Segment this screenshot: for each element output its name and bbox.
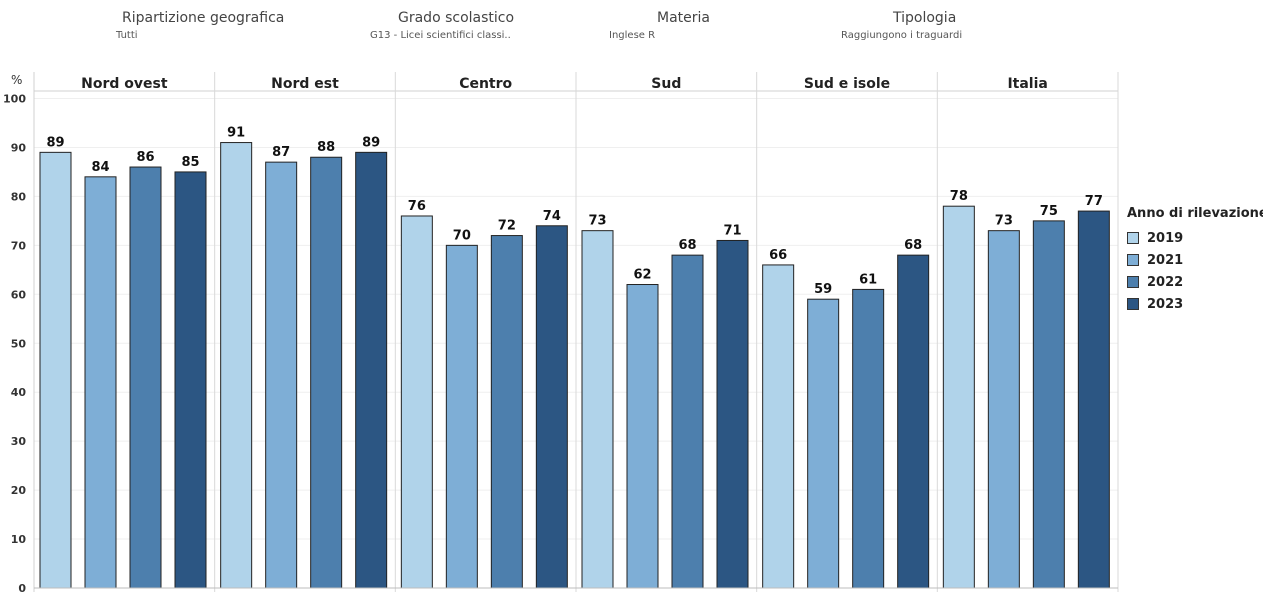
y-tick-label: 40	[11, 386, 27, 399]
bar[interactable]	[807, 298, 840, 589]
category-header: Nord ovest	[81, 76, 168, 92]
bar[interactable]	[265, 161, 298, 589]
data-label: 61	[859, 272, 877, 287]
data-label: 86	[136, 150, 154, 165]
bar[interactable]	[445, 244, 478, 589]
data-label: 73	[995, 214, 1013, 229]
y-axis-label: %	[11, 73, 22, 87]
category-header: Sud e isole	[804, 76, 890, 92]
bar[interactable]	[762, 264, 795, 589]
data-label: 62	[633, 268, 651, 283]
data-label: 75	[1040, 204, 1058, 219]
y-tick-label: 70	[11, 239, 27, 252]
bar[interactable]	[626, 284, 659, 589]
legend-label: 2021	[1147, 252, 1184, 268]
filter-title: Ripartizione geografica	[122, 10, 285, 26]
legend-swatch	[1127, 298, 1139, 310]
bar[interactable]	[400, 215, 433, 589]
legend-item[interactable]: 2022	[1127, 271, 1263, 293]
data-label: 85	[181, 155, 199, 170]
filter-value: Inglese R	[609, 30, 656, 41]
data-label: 78	[950, 189, 968, 204]
bar[interactable]	[535, 225, 568, 589]
filter-value: G13 - Licei scientifici classi..	[370, 30, 511, 41]
legend-label: 2022	[1147, 274, 1184, 290]
data-label: 72	[498, 219, 516, 234]
filter-title: Materia	[657, 10, 710, 26]
y-tick-label: 80	[11, 190, 27, 203]
data-label: 89	[46, 135, 64, 150]
bar[interactable]	[355, 151, 388, 589]
y-tick-label: 90	[11, 141, 27, 154]
bar[interactable]	[942, 205, 975, 589]
bar[interactable]	[220, 142, 253, 589]
y-tick-label: 30	[11, 435, 27, 448]
y-tick-label: 0	[18, 582, 26, 593]
data-label: 91	[227, 126, 245, 141]
data-label: 70	[453, 228, 471, 243]
y-tick-label: 50	[11, 337, 27, 350]
data-label: 74	[543, 209, 561, 224]
data-label: 66	[769, 248, 787, 263]
y-tick-label: 20	[11, 484, 27, 497]
bar[interactable]	[852, 288, 885, 589]
data-label: 87	[272, 145, 290, 160]
data-label: 84	[91, 160, 109, 175]
filter-title: Grado scolastico	[398, 10, 515, 26]
legend-item[interactable]: 2023	[1127, 293, 1263, 315]
data-label: 59	[814, 282, 832, 297]
legend-item[interactable]: 2021	[1127, 249, 1263, 271]
data-label: 77	[1085, 194, 1103, 209]
bar-chart: % 0 10 20 30 40 50 60 70 80 90 100 Nord ovest 89 84 86 8…	[3, 72, 1119, 593]
data-label: 68	[904, 238, 922, 253]
bar[interactable]	[39, 151, 72, 589]
category-header: Nord est	[271, 76, 339, 92]
bar[interactable]	[129, 166, 162, 589]
legend: Anno di rilevazione 2019 2021 2022 2023	[1127, 206, 1263, 315]
category-header: Italia	[1007, 76, 1047, 92]
filter-materia[interactable]: Materia Inglese R	[609, 10, 710, 41]
filter-value: Raggiungono i traguardi	[841, 30, 963, 41]
legend-swatch	[1127, 254, 1139, 266]
bar[interactable]	[581, 230, 614, 589]
filter-ripartizione[interactable]: Ripartizione geografica Tutti	[116, 10, 285, 41]
y-tick-label: 100	[3, 93, 26, 106]
data-label: 73	[588, 214, 606, 229]
y-tick-label: 60	[11, 288, 27, 301]
legend-label: 2019	[1147, 230, 1184, 246]
legend-item[interactable]: 2019	[1127, 227, 1263, 249]
data-label: 71	[723, 223, 741, 238]
bar[interactable]	[1077, 210, 1110, 589]
category-header: Sud	[651, 76, 681, 92]
bar[interactable]	[174, 171, 207, 589]
filter-tipologia[interactable]: Tipologia Raggiungono i traguardi	[841, 10, 962, 41]
category-header: Centro	[459, 76, 512, 92]
legend-swatch	[1127, 276, 1139, 288]
data-label: 88	[317, 140, 335, 155]
bar[interactable]	[716, 239, 749, 589]
filter-title: Tipologia	[893, 10, 957, 26]
bar[interactable]	[310, 156, 343, 589]
data-label: 76	[408, 199, 426, 214]
bar[interactable]	[490, 235, 523, 589]
y-tick-label: 10	[11, 533, 27, 546]
filter-grado[interactable]: Grado scolastico G13 - Licei scientifici…	[370, 10, 515, 41]
bar[interactable]	[897, 254, 930, 589]
legend-title: Anno di rilevazione	[1127, 206, 1263, 221]
data-label: 89	[362, 135, 380, 150]
legend-label: 2023	[1147, 296, 1184, 312]
bar[interactable]	[1032, 220, 1065, 589]
legend-swatch	[1127, 232, 1139, 244]
data-label: 68	[678, 238, 696, 253]
bar[interactable]	[987, 230, 1020, 589]
bar[interactable]	[671, 254, 704, 589]
bar[interactable]	[84, 176, 117, 589]
filter-value: Tutti	[116, 30, 138, 41]
